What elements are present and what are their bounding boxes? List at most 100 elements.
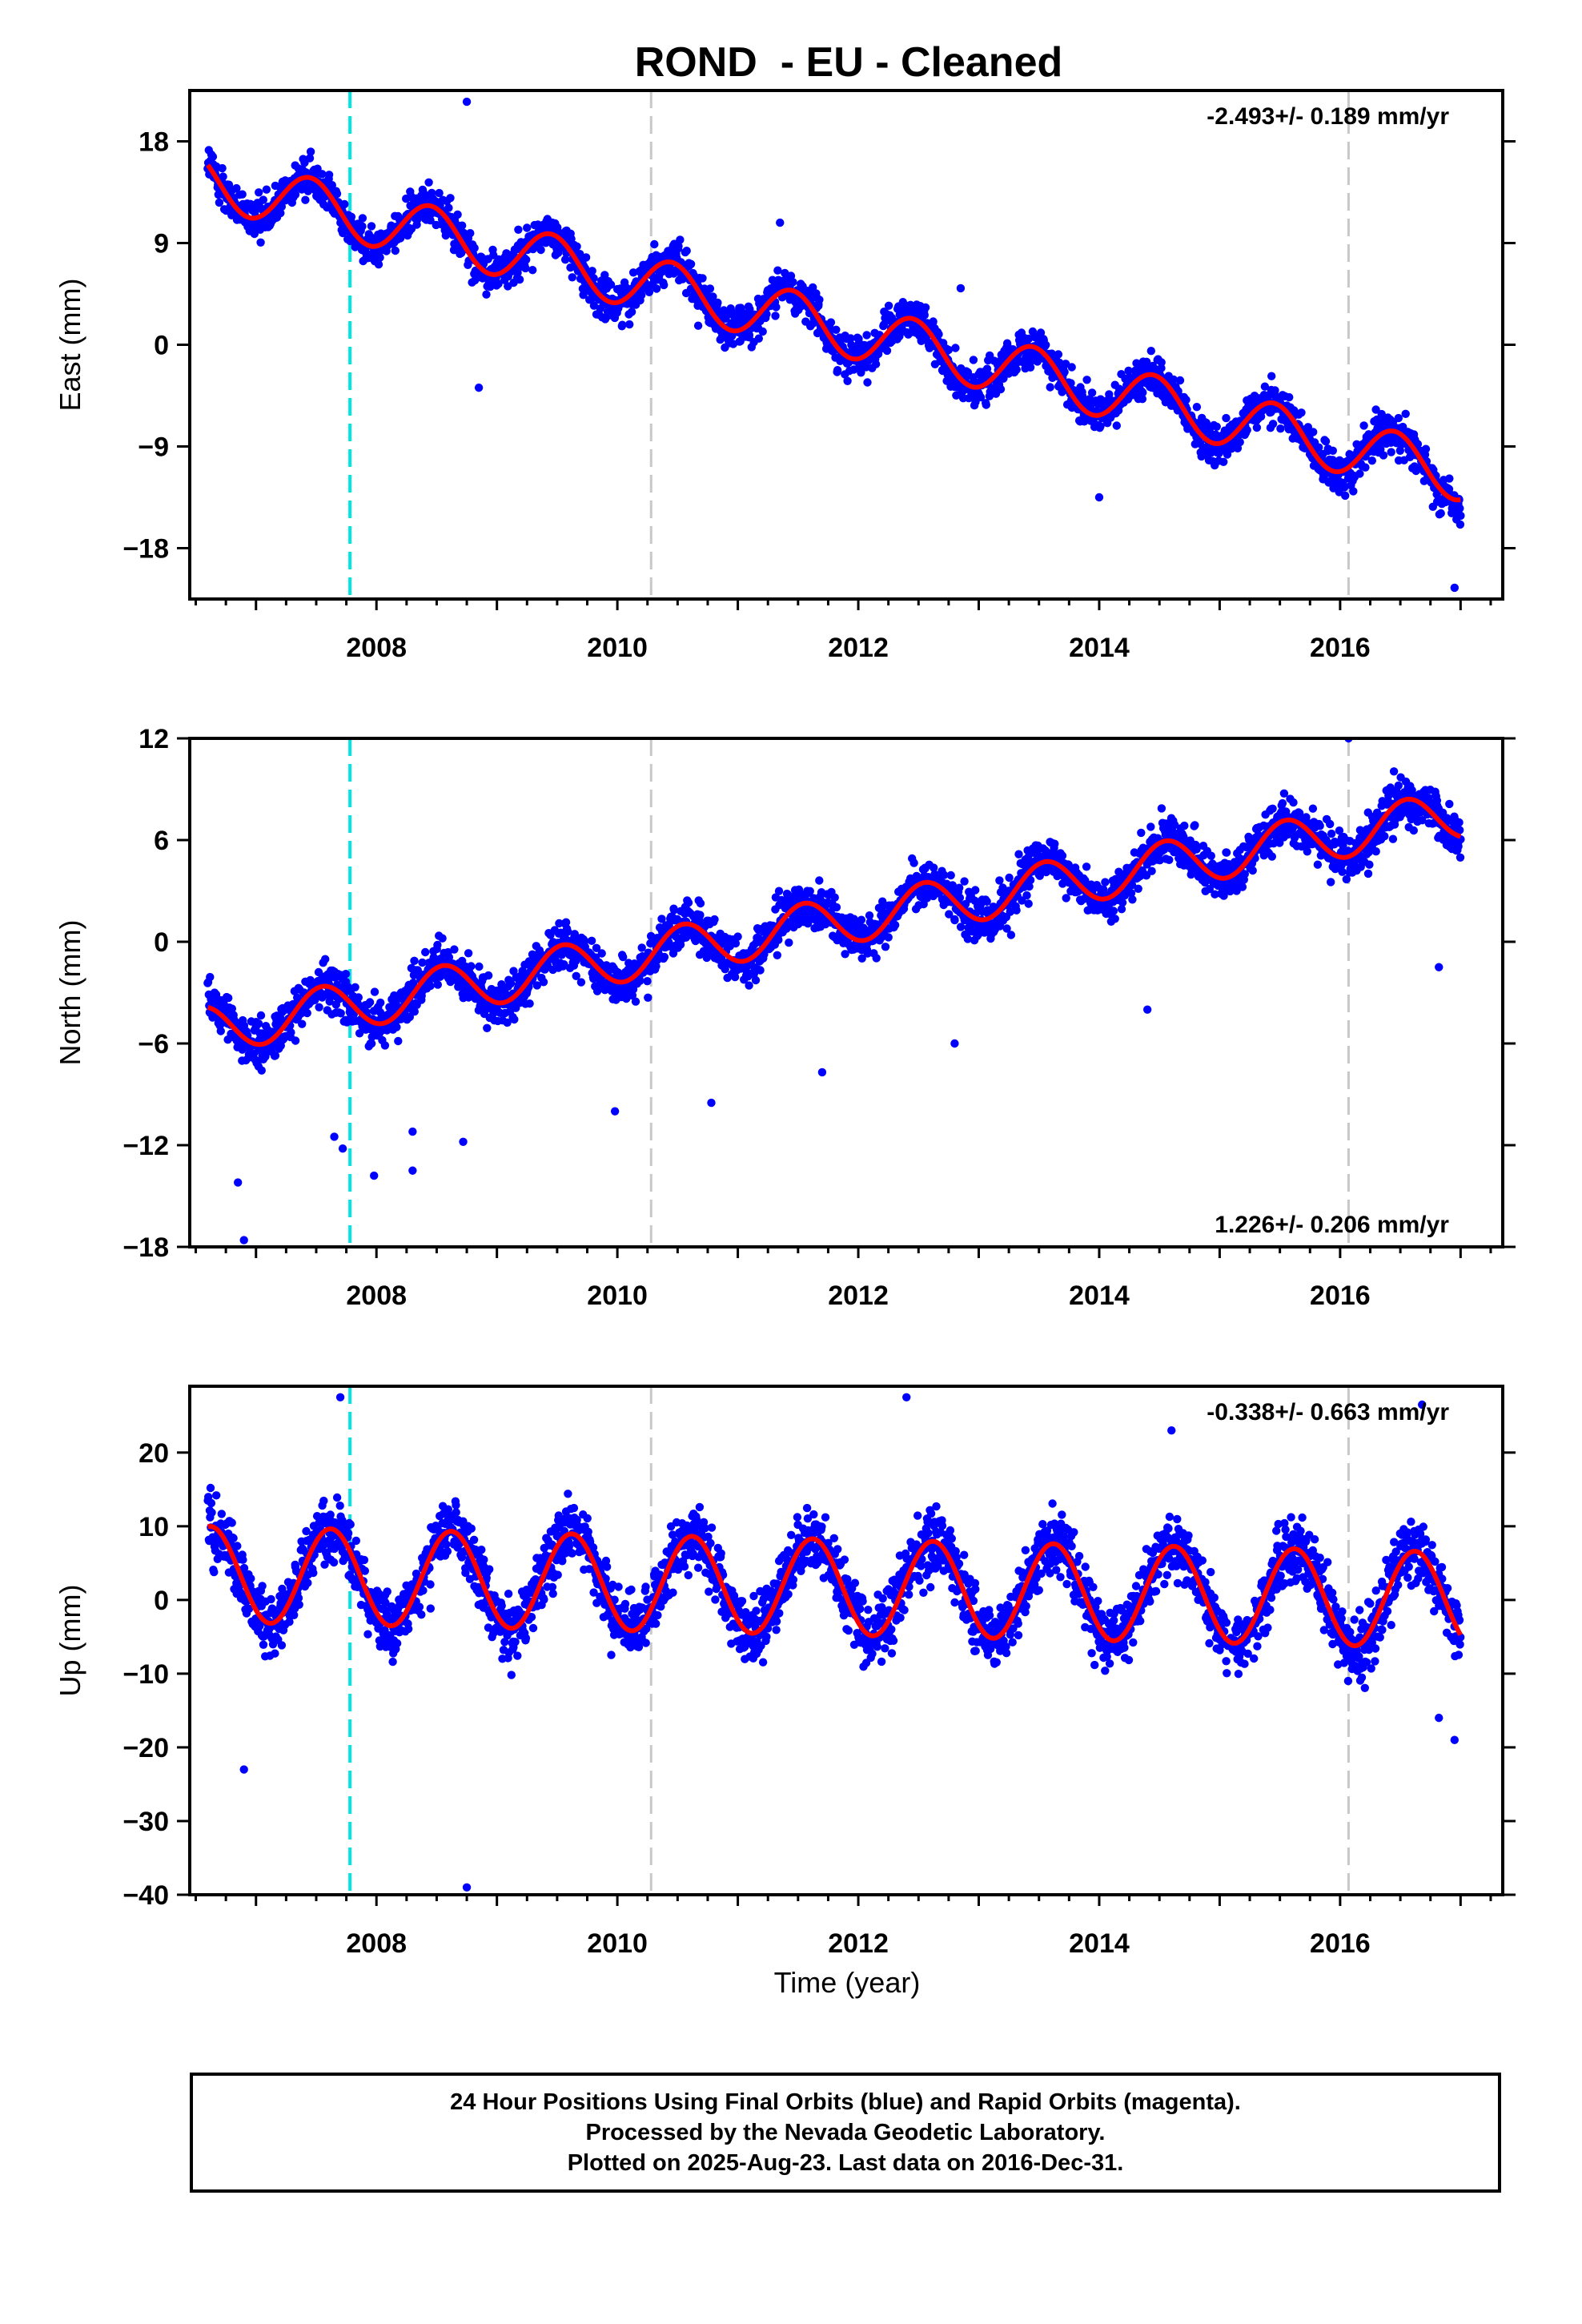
data-point	[1157, 358, 1166, 367]
data-point	[506, 979, 516, 988]
data-point	[254, 1019, 263, 1028]
data-point	[1005, 873, 1014, 883]
data-point	[857, 915, 866, 924]
data-point	[1026, 363, 1035, 372]
data-point	[567, 235, 576, 243]
data-point	[857, 368, 865, 377]
data-point	[976, 392, 986, 402]
data-point	[963, 368, 973, 377]
data-point	[1355, 469, 1364, 478]
data-point	[256, 1011, 266, 1020]
data-point	[444, 203, 453, 212]
data-point	[1120, 891, 1130, 900]
x-tick-label: 2010	[587, 633, 648, 663]
data-point	[216, 1027, 225, 1035]
data-point	[1276, 424, 1285, 433]
data-point	[652, 284, 661, 293]
data-point	[969, 356, 978, 364]
data-point	[370, 987, 379, 996]
data-point	[934, 330, 943, 339]
data-point	[600, 271, 609, 279]
data-point	[250, 229, 259, 239]
data-point	[644, 287, 654, 296]
data-points	[203, 738, 1465, 1244]
data-point	[525, 999, 534, 1008]
data-point	[1067, 363, 1076, 372]
data-point	[1243, 425, 1251, 435]
data-point	[660, 952, 669, 962]
data-point	[327, 181, 336, 190]
data-point	[564, 927, 572, 936]
data-point	[982, 400, 991, 409]
data-point	[1117, 905, 1126, 914]
data-point	[408, 979, 418, 987]
data-point	[815, 296, 824, 304]
data-point	[375, 253, 384, 262]
data-point	[453, 210, 462, 219]
data-point	[557, 951, 566, 959]
data-point	[1061, 360, 1070, 368]
y-tick-label: 0	[154, 331, 169, 361]
data-point	[644, 993, 652, 1003]
data-point	[805, 887, 814, 896]
data-point	[341, 970, 351, 979]
data-point	[523, 223, 532, 232]
data-point	[1099, 885, 1108, 894]
data-point	[909, 858, 918, 867]
data-point	[863, 949, 873, 958]
data-point	[572, 242, 581, 251]
data-point	[1222, 413, 1231, 423]
data-point	[1367, 456, 1377, 465]
data-point	[686, 259, 696, 268]
data-point	[1109, 907, 1118, 915]
data-point	[960, 877, 969, 886]
data-point	[482, 290, 491, 299]
data-point	[789, 278, 797, 287]
data-point	[758, 327, 767, 336]
data-point	[745, 304, 754, 314]
data-point	[1436, 509, 1445, 518]
data-point	[693, 321, 703, 330]
y-tick-label: 9	[154, 229, 169, 259]
data-point	[255, 188, 263, 197]
data-point	[1128, 895, 1137, 904]
data-point	[470, 243, 479, 252]
data-point	[232, 183, 241, 193]
data-point	[464, 949, 473, 958]
data-point	[841, 950, 849, 959]
data-point	[1328, 446, 1338, 455]
data-point	[503, 1018, 512, 1027]
data-point	[514, 225, 523, 234]
data-point	[872, 954, 881, 963]
data-point	[261, 1052, 270, 1061]
data-point	[1137, 828, 1146, 838]
data-point	[669, 949, 678, 958]
data-point	[745, 331, 754, 340]
data-point	[1252, 423, 1262, 432]
data-point	[606, 280, 616, 289]
data-point	[215, 198, 224, 207]
data-point	[1146, 347, 1156, 356]
data-point	[581, 253, 591, 262]
data-point	[920, 311, 930, 320]
data-point	[1361, 463, 1370, 472]
data-point	[631, 997, 640, 1006]
data-point	[394, 1036, 403, 1046]
data-point-outlier	[474, 383, 484, 392]
data-point	[374, 260, 383, 269]
data-point	[1401, 409, 1410, 418]
data-point	[826, 318, 836, 327]
data-point	[696, 899, 705, 908]
data-point	[771, 312, 780, 320]
data-point	[484, 971, 493, 980]
data-point	[745, 981, 753, 990]
data-point	[238, 190, 247, 199]
data-point	[1012, 365, 1021, 374]
data-point	[358, 222, 367, 231]
data-point	[314, 967, 323, 977]
data-point	[256, 238, 265, 247]
rate-label: -2.493+/- 0.189 mm/yr	[1207, 103, 1449, 130]
data-point	[1421, 444, 1431, 453]
x-tick-label: 2012	[828, 633, 889, 663]
data-point	[884, 301, 893, 310]
